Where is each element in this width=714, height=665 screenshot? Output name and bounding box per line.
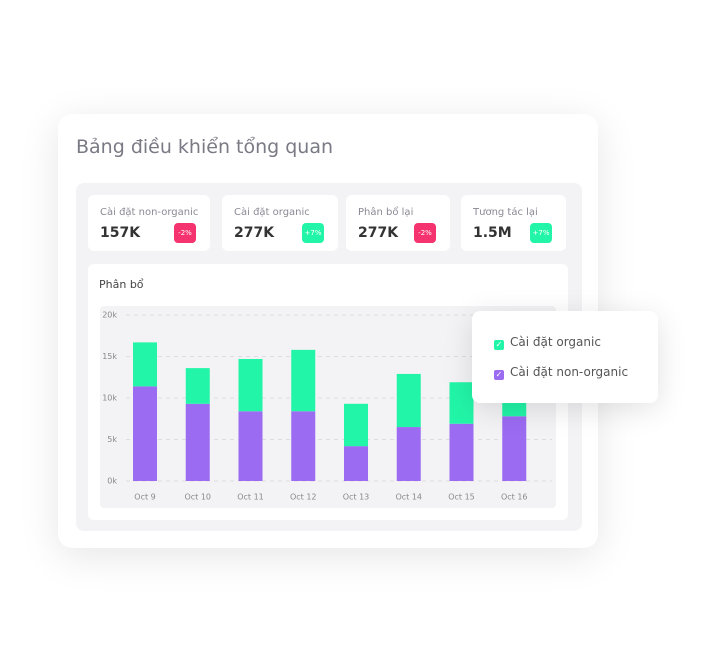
bar-segment xyxy=(185,403,210,481)
x-tick-label: Oct 14 xyxy=(395,493,422,502)
bar-segment xyxy=(449,423,474,481)
bar-segment xyxy=(502,416,527,481)
x-tick-label: Oct 11 xyxy=(237,493,264,502)
legend-swatch: ✓ xyxy=(494,340,504,350)
x-tick-label: Oct 10 xyxy=(184,493,211,502)
chart-title: Phân bổ xyxy=(99,278,144,291)
y-tick-label: 20k xyxy=(102,311,117,320)
kpi-change: +7% xyxy=(302,223,324,243)
kpi-change: +7% xyxy=(530,223,552,243)
legend-item: ✓ Cài đặt organic xyxy=(494,335,601,350)
bar-segment xyxy=(291,349,316,412)
bar-segment xyxy=(185,368,210,404)
kpi-value: 277K xyxy=(358,225,399,241)
bar-segment xyxy=(133,342,157,387)
y-tick-label: 15k xyxy=(102,352,117,361)
bar-segment xyxy=(133,386,157,481)
legend-label: Cài đặt non-organic xyxy=(510,365,629,379)
bar-segment xyxy=(396,427,421,481)
x-tick-label: Oct 12 xyxy=(290,493,317,502)
kpi-label: Tương tác lại xyxy=(473,207,538,218)
kpi-label: Cài đặt organic xyxy=(234,207,310,218)
kpi-change: -2% xyxy=(174,223,196,243)
kpi-value: 277K xyxy=(234,225,275,241)
kpi-card: Cài đặt organic 277K +7% xyxy=(222,195,338,251)
x-tick-label: Oct 13 xyxy=(343,493,370,502)
legend: ✓ Cài đặt organic ✓ Cài đặt non-organic xyxy=(472,311,658,403)
x-tick-label: Oct 9 xyxy=(134,493,155,502)
bar-segment xyxy=(449,382,474,424)
bar-segment xyxy=(291,411,316,481)
kpi-label: Phân bổ lại xyxy=(358,207,414,218)
bar-segment xyxy=(344,446,368,481)
bar-segment xyxy=(238,411,263,481)
kpi-card: Tương tác lại 1.5M +7% xyxy=(461,195,566,251)
bar-segment xyxy=(396,373,421,428)
kpi-value: 157K xyxy=(100,225,141,241)
dashboard-title: Bảng điều khiển tổng quan xyxy=(76,136,334,158)
kpi-card: Phân bổ lại 277K -2% xyxy=(346,195,450,251)
legend-swatch: ✓ xyxy=(494,370,504,380)
bar-segment xyxy=(238,358,263,412)
kpi-value: 1.5M xyxy=(473,225,512,241)
y-tick-label: 5k xyxy=(107,435,117,444)
bar-segment xyxy=(344,403,368,447)
kpi-label: Cài đặt non-organic xyxy=(100,207,199,218)
kpi-change: -2% xyxy=(414,223,436,243)
legend-item: ✓ Cài đặt non-organic xyxy=(494,365,628,380)
x-tick-label: Oct 15 xyxy=(448,493,475,502)
kpi-card: Cài đặt non-organic 157K -2% xyxy=(88,195,210,251)
legend-label: Cài đặt organic xyxy=(510,335,601,349)
x-tick-label: Oct 16 xyxy=(501,493,528,502)
y-tick-label: 0k xyxy=(107,477,117,486)
y-tick-label: 10k xyxy=(102,394,117,403)
